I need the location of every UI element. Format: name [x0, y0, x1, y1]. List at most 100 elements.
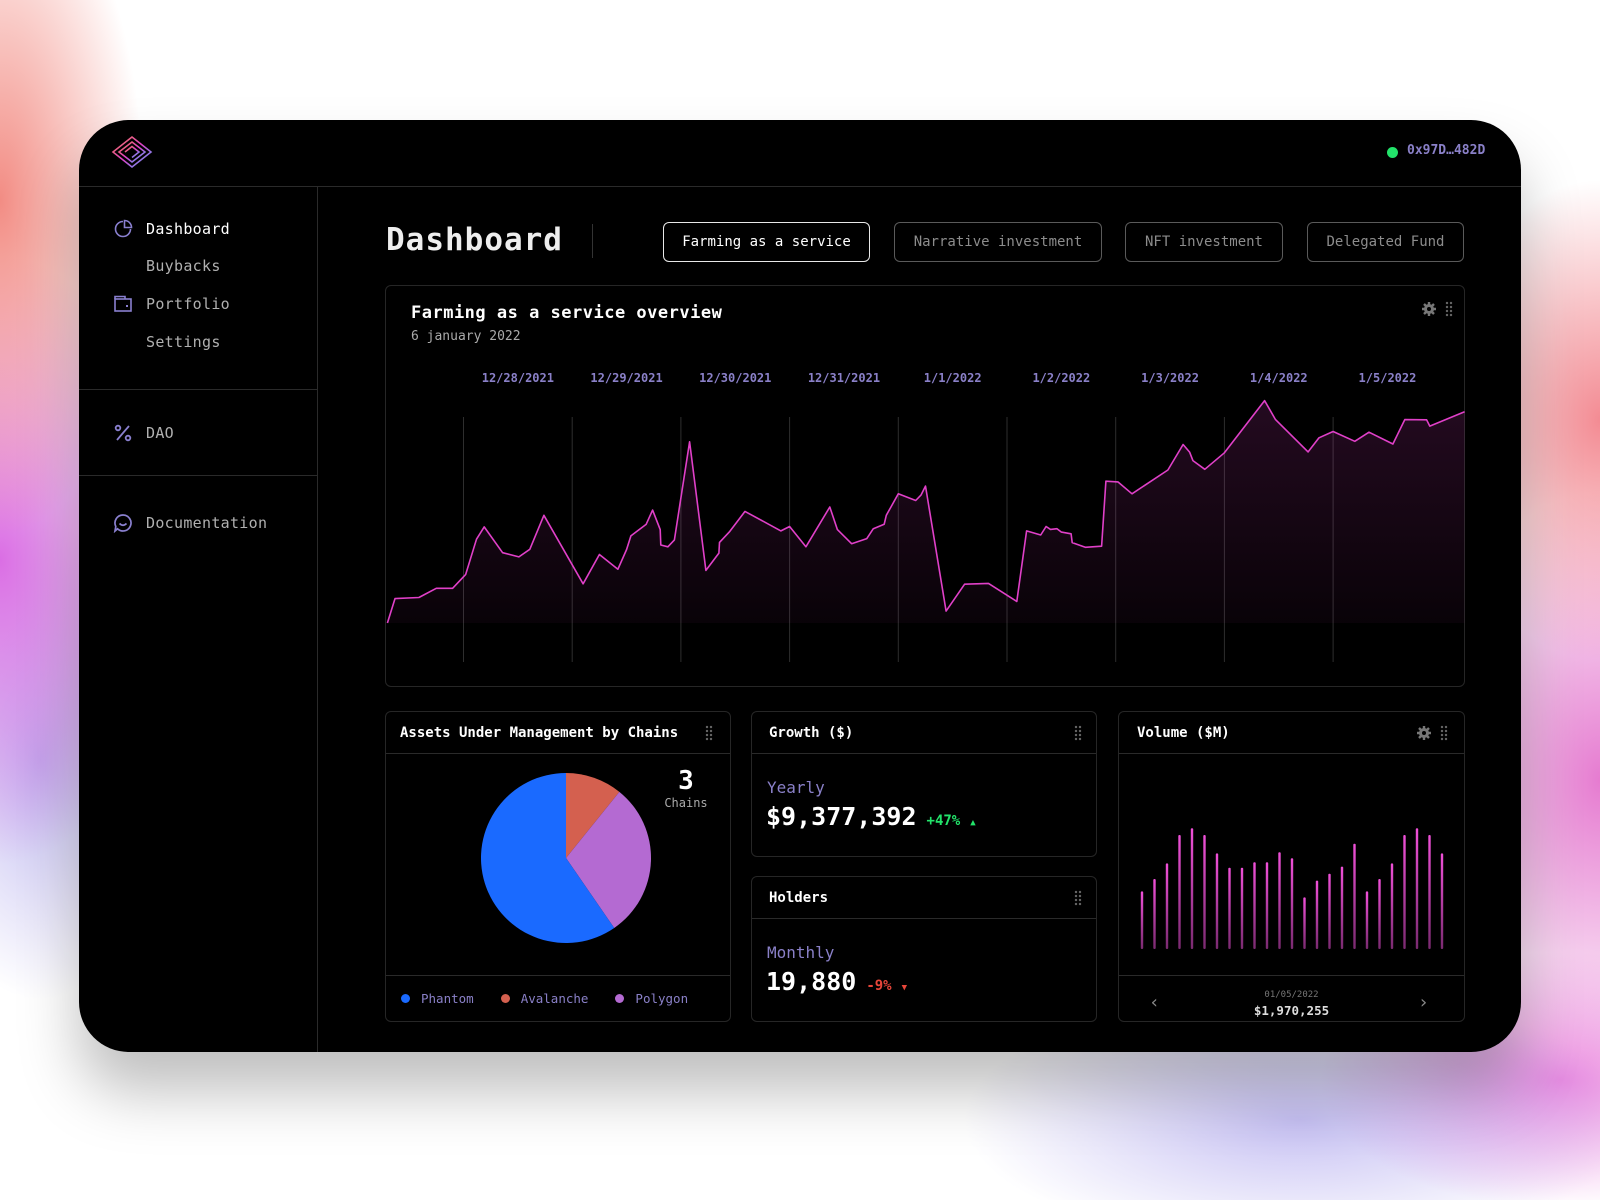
growth-period: Yearly	[767, 778, 825, 797]
card-header-divider	[1119, 753, 1464, 754]
gear-icon[interactable]	[1416, 725, 1432, 741]
previous-arrow-icon[interactable]: ‹	[1149, 992, 1160, 1013]
legend-item[interactable]: Avalanche	[500, 991, 589, 1006]
volume-bar	[1265, 862, 1269, 949]
tab-nft-investment[interactable]: NFT investment	[1125, 222, 1283, 262]
sidebar-item-buybacks[interactable]: Buybacks	[79, 255, 317, 277]
legend-label: Avalanche	[520, 991, 589, 1006]
volume-bar	[1415, 828, 1419, 949]
x-tick-label: 1/4/2022	[1250, 371, 1308, 385]
volume-bar	[1328, 873, 1331, 949]
x-tick-label: 12/31/2021	[808, 371, 880, 385]
x-tick-label: 1/2/2022	[1032, 371, 1090, 385]
legend-label: Polygon	[635, 991, 689, 1006]
volume-date: 01/05/2022	[1264, 990, 1319, 1000]
percent-icon	[114, 424, 132, 442]
wallet-icon	[114, 295, 132, 312]
volume-bar	[1253, 862, 1256, 949]
sidebar-item-documentation[interactable]: Documentation	[79, 512, 317, 534]
holders-change: -9%	[866, 978, 892, 994]
volume-bar	[1403, 835, 1406, 949]
overview-line-chart: 12/28/2021 12/29/2021 12/30/2021 12/31/2021…	[386, 371, 1465, 662]
app-window: 0x97D…482D Dashboard Buybacks Portfolio …	[79, 120, 1521, 1052]
growth-title: Growth ($)	[769, 725, 854, 741]
chain-count-label: Chains	[664, 796, 708, 810]
growth-value: $9,377,392	[766, 802, 917, 831]
volume-bar	[1190, 828, 1194, 949]
volume-bar	[1215, 853, 1219, 949]
growth-card: Growth ($) Yearly $9,377,392 +47% ▲	[751, 711, 1097, 857]
legend-label: Phantom	[421, 991, 474, 1006]
holders-title: Holders	[769, 890, 829, 906]
wallet-address[interactable]: 0x97D…482D	[1407, 143, 1486, 158]
overview-chart-card: Farming as a service overview 6 january …	[385, 285, 1465, 687]
aum-pie-chart	[481, 773, 651, 943]
sidebar-item-dao[interactable]: DAO	[79, 422, 317, 444]
legend-item[interactable]: Phantom	[401, 991, 474, 1006]
x-tick-label: 12/30/2021	[699, 371, 771, 385]
drag-handle-icon[interactable]	[1445, 301, 1453, 317]
card-header-divider	[752, 918, 1096, 919]
drag-handle-icon[interactable]	[1074, 725, 1082, 741]
tab-farming-as-a-service[interactable]: Farming as a service	[663, 222, 870, 262]
volume-bar	[1315, 880, 1319, 949]
drag-handle-icon[interactable]	[1440, 725, 1448, 741]
volume-bar	[1390, 863, 1394, 949]
x-tick-label: 12/29/2021	[590, 371, 662, 385]
volume-bar	[1303, 897, 1306, 949]
volume-bar	[1278, 852, 1281, 949]
card-header-divider	[752, 753, 1096, 754]
tab-narrative-investment[interactable]: Narrative investment	[894, 222, 1102, 262]
volume-bar	[1153, 879, 1156, 949]
overview-date: 6 january 2022	[411, 329, 521, 344]
volume-bar	[1340, 866, 1344, 949]
sidebar-item-dashboard[interactable]: Dashboard	[79, 218, 317, 240]
sidebar-item-portfolio[interactable]: Portfolio	[79, 293, 317, 315]
sidebar-item-label: Settings	[146, 333, 221, 351]
logo-icon	[111, 135, 153, 169]
volume-title: Volume ($M)	[1137, 725, 1230, 741]
volume-bar	[1290, 858, 1294, 949]
gear-icon[interactable]	[1421, 301, 1437, 317]
title-separator	[592, 224, 593, 258]
volume-bar	[1378, 879, 1381, 949]
drag-handle-icon[interactable]	[1074, 890, 1082, 906]
card-header-divider	[386, 753, 730, 754]
volume-bar	[1165, 863, 1169, 949]
volume-bar-chart	[1140, 828, 1444, 949]
volume-bar	[1178, 835, 1181, 949]
pie-slice-phantom	[481, 773, 615, 943]
x-tick-label: 1/3/2022	[1141, 371, 1199, 385]
sidebar-section-divider	[79, 389, 317, 390]
volume-bar	[1240, 867, 1244, 949]
tab-delegated-fund[interactable]: Delegated Fund	[1307, 222, 1464, 262]
volume-bar	[1353, 843, 1356, 949]
pie-slice-avalanche	[566, 773, 620, 858]
pie-chart-icon	[114, 219, 133, 238]
sidebar-item-label: DAO	[146, 424, 174, 442]
legend-dot	[401, 994, 410, 1003]
x-tick-label: 1/5/2022	[1359, 371, 1417, 385]
volume-bar	[1365, 891, 1369, 949]
legend-item[interactable]: Polygon	[615, 991, 688, 1006]
sidebar-item-settings[interactable]: Settings	[79, 331, 317, 353]
holders-card: Holders Monthly 19,880 -9% ▼	[751, 876, 1097, 1022]
next-arrow-icon[interactable]: ›	[1418, 992, 1429, 1013]
volume-bar	[1228, 867, 1231, 949]
volume-bar	[1140, 891, 1144, 949]
sidebar-item-label: Buybacks	[146, 257, 221, 275]
volume-bar	[1428, 835, 1431, 949]
holders-value: 19,880	[766, 967, 857, 996]
x-tick-label: 12/28/2021	[482, 371, 554, 385]
growth-change: +47%	[926, 813, 961, 829]
aum-card: Assets Under Management by Chains 3 Chai…	[385, 711, 731, 1022]
wallet-status-dot	[1387, 147, 1398, 158]
drag-handle-icon[interactable]	[705, 725, 713, 741]
area-fill	[387, 400, 1465, 623]
holders-period: Monthly	[767, 943, 835, 962]
overview-title: Farming as a service overview	[411, 303, 723, 323]
sidebar-divider	[317, 186, 318, 1052]
sidebar-item-label: Dashboard	[146, 220, 230, 238]
sidebar-item-label: Portfolio	[146, 295, 230, 313]
chat-bubble-icon	[113, 514, 132, 533]
